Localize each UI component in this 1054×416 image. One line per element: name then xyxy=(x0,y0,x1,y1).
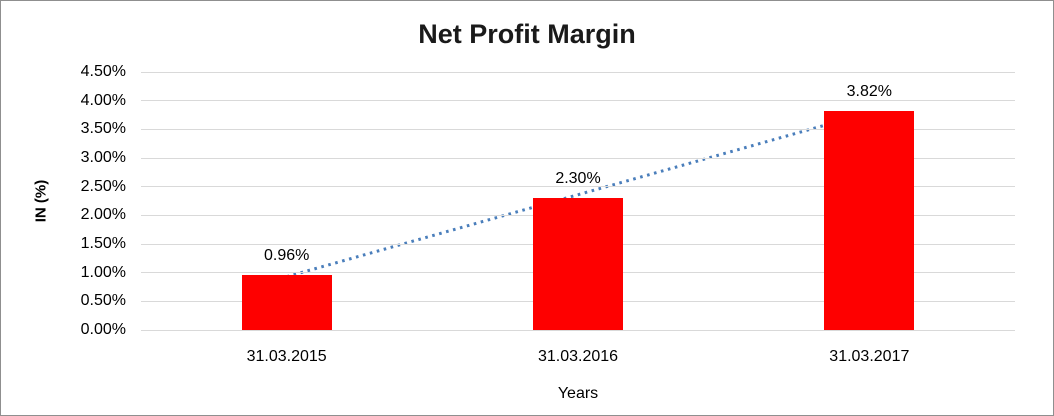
y-gridline xyxy=(141,71,1015,73)
y-gridline xyxy=(141,186,1015,188)
y-tick-label: 3.00% xyxy=(80,149,126,166)
x-tick-label: 31.03.2016 xyxy=(537,348,619,365)
bar-31.03.2015 xyxy=(241,274,332,330)
y-gridline xyxy=(141,100,1015,102)
y-gridline xyxy=(141,329,1015,331)
y-tick-label: 4.50% xyxy=(80,63,126,80)
y-tick-label: 0.50% xyxy=(80,292,126,310)
x-tick-label: 31.03.2015 xyxy=(246,348,327,365)
y-tick-label: 1.00% xyxy=(80,263,126,281)
data-label: 2.30% xyxy=(555,170,601,188)
data-label: 0.96% xyxy=(263,246,310,264)
y-gridline xyxy=(141,157,1015,159)
y-axis-title: IN (%) xyxy=(32,179,50,223)
y-tick-label: 4.00% xyxy=(80,91,126,109)
y-gridline xyxy=(141,128,1015,130)
data-label: 3.82% xyxy=(846,82,893,100)
x-axis-title: Years xyxy=(557,385,599,402)
chart-title: Net Profit Margin xyxy=(418,19,636,49)
bar-31.03.2016 xyxy=(533,198,623,330)
bar-31.03.2017 xyxy=(824,110,915,330)
y-tick-label: 3.50% xyxy=(80,120,126,138)
x-tick-label: 31.03.2017 xyxy=(829,348,910,365)
y-tick-label: 2.00% xyxy=(80,206,126,224)
y-tick-label: 1.50% xyxy=(80,235,126,252)
y-tick-label: 0.00% xyxy=(80,321,126,338)
y-tick-label: 2.50% xyxy=(80,177,126,195)
